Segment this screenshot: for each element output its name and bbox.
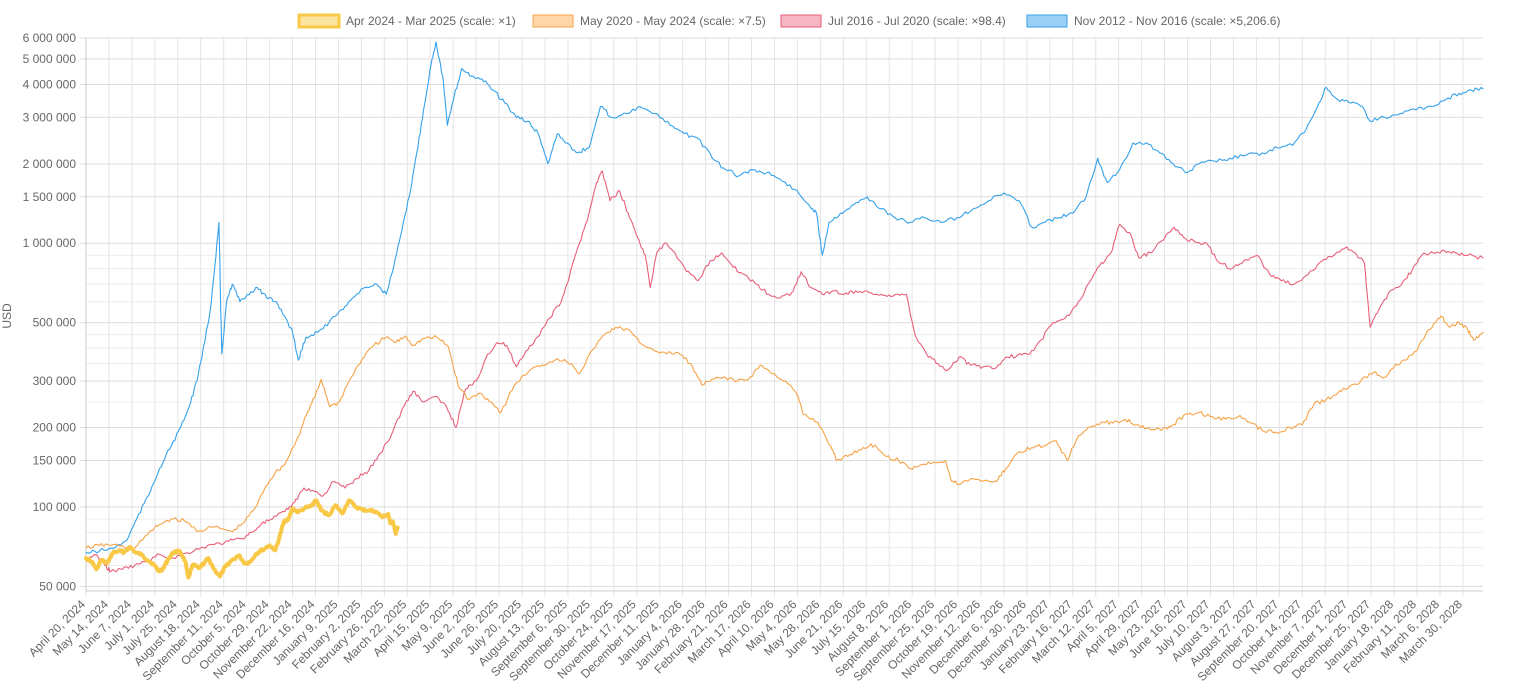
y-tick-label: 4 000 000 (23, 77, 77, 91)
y-tick-label: 50 000 (39, 579, 76, 593)
legend-label: Nov 2012 - Nov 2016 (scale: ×5,206.6) (1074, 14, 1280, 28)
legend-swatch (1026, 14, 1068, 28)
y-tick-label: 100 000 (33, 500, 77, 514)
legend-swatch (297, 13, 341, 29)
y-tick-label: 500 000 (33, 316, 77, 330)
chart-grid (80, 37, 1483, 597)
legend-item-1[interactable]: May 2020 - May 2024 (scale: ×7.5) (532, 14, 766, 28)
series-line-2 (85, 170, 1484, 573)
y-tick-label: 1 500 000 (23, 190, 77, 204)
legend-label: May 2020 - May 2024 (scale: ×7.5) (580, 14, 766, 28)
series-layer (84, 41, 1484, 580)
series-line-3 (85, 41, 1484, 554)
y-tick-label: 2 000 000 (23, 157, 77, 171)
legend-item-2[interactable]: Jul 2016 - Jul 2020 (scale: ×98.4) (780, 14, 1006, 28)
y-tick-label: 150 000 (33, 453, 77, 467)
chart-legend: Apr 2024 - Mar 2025 (scale: ×1) May 2020 … (297, 13, 1280, 29)
legend-label: Jul 2016 - Jul 2020 (scale: ×98.4) (828, 14, 1006, 28)
y-tick-label: 1 000 000 (23, 236, 77, 250)
y-axis: USD 50 000 100 000 150 000 200 000 300 000 50… (0, 31, 76, 593)
y-tick-label: 300 000 (33, 374, 77, 388)
series-line-1 (85, 315, 1484, 550)
y-axis-title: USD (0, 303, 14, 329)
y-tick-label: 3 000 000 (23, 110, 77, 124)
series-line-0 (84, 498, 400, 580)
y-tick-label: 200 000 (33, 421, 77, 435)
legend-item-0[interactable]: Apr 2024 - Mar 2025 (scale: ×1) (297, 13, 516, 29)
legend-swatch (780, 14, 822, 28)
legend-label: Apr 2024 - Mar 2025 (scale: ×1) (346, 14, 516, 28)
y-tick-label: 6 000 000 (23, 31, 77, 45)
legend-item-3[interactable]: Nov 2012 - Nov 2016 (scale: ×5,206.6) (1026, 14, 1280, 28)
legend-swatch (532, 14, 574, 28)
y-tick-label: 5 000 000 (23, 52, 77, 66)
